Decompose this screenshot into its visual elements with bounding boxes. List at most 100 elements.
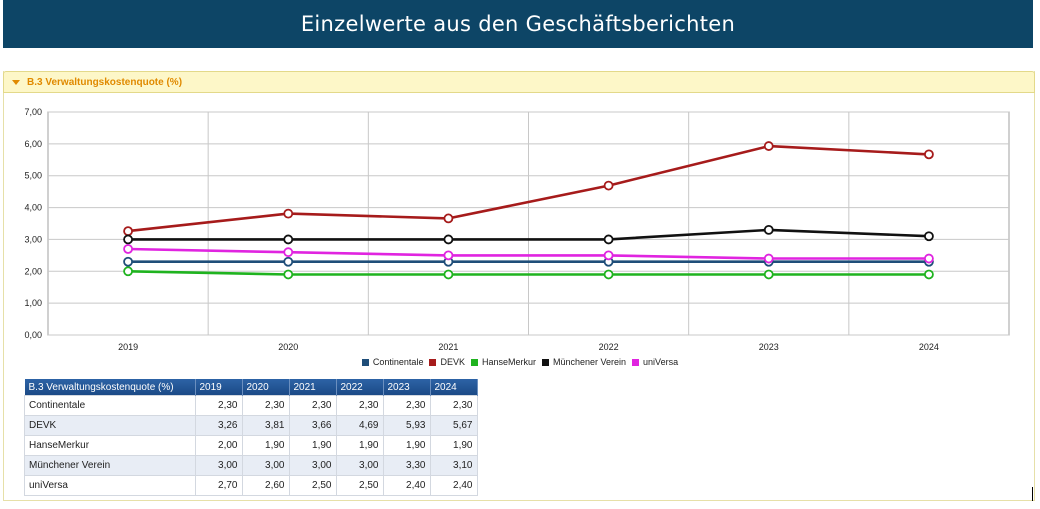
y-tick-label: 7,00 xyxy=(24,107,42,117)
series-line xyxy=(128,247,929,260)
table-cell: 2,00 xyxy=(194,435,243,456)
legend-item: DEVK xyxy=(429,357,465,367)
table-cell: 3,26 xyxy=(194,415,243,436)
data-point xyxy=(443,269,454,280)
legend-swatch xyxy=(429,358,437,366)
data-point xyxy=(123,244,133,254)
table-cell: 2,50 xyxy=(288,475,337,496)
row-label: Continentale xyxy=(24,395,196,416)
panel-title: B.3 Verwaltungskostenquote (%) xyxy=(27,76,183,88)
collapse-triangle-icon[interactable] xyxy=(12,79,20,85)
data-point xyxy=(123,226,133,237)
data-point xyxy=(763,224,774,235)
table-row: Continentale 2,30 2,30 2,30 2,30 2,30 2,30 xyxy=(24,395,478,416)
page-title: Einzelwerte aus den Geschäftsberichten xyxy=(300,12,736,36)
table-cell: 1,90 xyxy=(335,435,384,456)
table-cell: 3,00 xyxy=(288,455,337,476)
table-cell: 3,66 xyxy=(288,415,337,436)
y-tick-label: 5,00 xyxy=(24,171,42,181)
data-point xyxy=(603,180,614,191)
series-line xyxy=(127,144,929,233)
x-tick-label: 2024 xyxy=(919,342,939,352)
legend-item: HanseMerkur xyxy=(470,357,536,367)
legend-label: HanseMerkur xyxy=(481,357,536,367)
table-cell: 2,30 xyxy=(241,395,290,416)
legend-swatch xyxy=(361,358,369,366)
table-cell: 5,93 xyxy=(382,415,431,436)
x-tick-label: 2020 xyxy=(278,342,298,352)
table-cell: 2,70 xyxy=(194,475,243,496)
table-cell: 1,90 xyxy=(429,435,478,456)
legend-item: Münchener Verein xyxy=(542,357,626,367)
table-cell: 2,30 xyxy=(382,395,431,416)
table-cell: 3,10 xyxy=(429,455,478,476)
series-line xyxy=(128,228,929,241)
legend-label: DEVK xyxy=(440,357,465,367)
data-point xyxy=(924,269,934,280)
chart-legend: Continentale DEVK HanseMerkur Münchener Ver… xyxy=(0,357,1040,367)
legend-item: uniVersa xyxy=(632,357,678,367)
data-point xyxy=(763,253,774,264)
table-header-year: 2021 xyxy=(289,379,337,396)
data-point xyxy=(443,250,454,261)
data-point xyxy=(123,234,133,245)
table-header-year: 2022 xyxy=(336,379,384,396)
legend-swatch xyxy=(542,358,549,366)
row-label: uniVersa xyxy=(24,475,196,496)
table-header-row: B.3 Verwaltungskostenquote (%) 2019 2020 20… xyxy=(24,379,478,396)
x-tick-label: 2023 xyxy=(759,342,779,352)
y-tick-label: 0,00 xyxy=(24,330,42,340)
data-point xyxy=(283,247,294,258)
chart-panel xyxy=(3,71,1035,501)
row-label: DEVK xyxy=(24,415,196,436)
table-row: uniVersa 2,70 2,60 2,50 2,50 2,40 2,40 xyxy=(24,475,478,496)
data-point xyxy=(123,256,133,267)
table-cell: 3,81 xyxy=(241,415,290,436)
y-tick-label: 1,00 xyxy=(24,298,42,308)
legend-label: uniVersa xyxy=(643,357,679,367)
x-tick-label: 2019 xyxy=(118,342,138,352)
data-point xyxy=(283,269,294,280)
data-point xyxy=(123,266,133,277)
table-cell: 1,90 xyxy=(382,435,431,456)
table-cell: 1,90 xyxy=(288,435,337,456)
table-cell: 3,00 xyxy=(335,455,384,476)
table-header-title: B.3 Verwaltungskostenquote (%) xyxy=(24,379,196,396)
table-cell: 3,00 xyxy=(194,455,243,476)
y-tick-label: 3,00 xyxy=(24,234,42,244)
table-cell: 2,30 xyxy=(429,395,478,416)
table-cell: 2,60 xyxy=(241,475,290,496)
data-point xyxy=(924,253,934,264)
x-tick-label: 2022 xyxy=(599,342,619,352)
table-cell: 2,50 xyxy=(335,475,384,496)
legend-label: Continentale xyxy=(372,357,424,367)
data-point xyxy=(603,250,614,261)
table-cell: 2,40 xyxy=(382,475,431,496)
table-header-year: 2024 xyxy=(430,379,478,396)
table-cell: 4,69 xyxy=(335,415,384,436)
table-row: DEVK 3,26 3,81 3,66 4,69 5,93 5,67 xyxy=(24,415,478,436)
data-point xyxy=(283,234,294,245)
row-label: HanseMerkur xyxy=(24,435,196,456)
data-point xyxy=(283,256,294,267)
series-line xyxy=(128,270,929,276)
table-header-year: 2023 xyxy=(383,379,431,396)
table-cell: 5,67 xyxy=(429,415,478,436)
y-tick-label: 2,00 xyxy=(24,266,42,276)
legend-item: Continentale xyxy=(361,357,424,367)
table-cell: 2,30 xyxy=(288,395,337,416)
data-point xyxy=(603,269,614,280)
data-point xyxy=(443,213,454,224)
legend-swatch xyxy=(632,358,640,366)
legend-label: Münchener Verein xyxy=(553,357,627,367)
data-point xyxy=(924,149,934,160)
panel-header[interactable]: B.3 Verwaltungskostenquote (%) xyxy=(3,71,1035,93)
table-cell: 2,30 xyxy=(335,395,384,416)
data-point xyxy=(924,231,934,242)
table-row: HanseMerkur 2,00 1,90 1,90 1,90 1,90 1,90 xyxy=(24,435,478,456)
data-point xyxy=(283,208,294,219)
legend-swatch xyxy=(470,358,478,366)
table-cell: 1,90 xyxy=(241,435,290,456)
page-header: Einzelwerte aus den Geschäftsberichten xyxy=(3,0,1033,48)
table-cell: 3,30 xyxy=(382,455,431,476)
